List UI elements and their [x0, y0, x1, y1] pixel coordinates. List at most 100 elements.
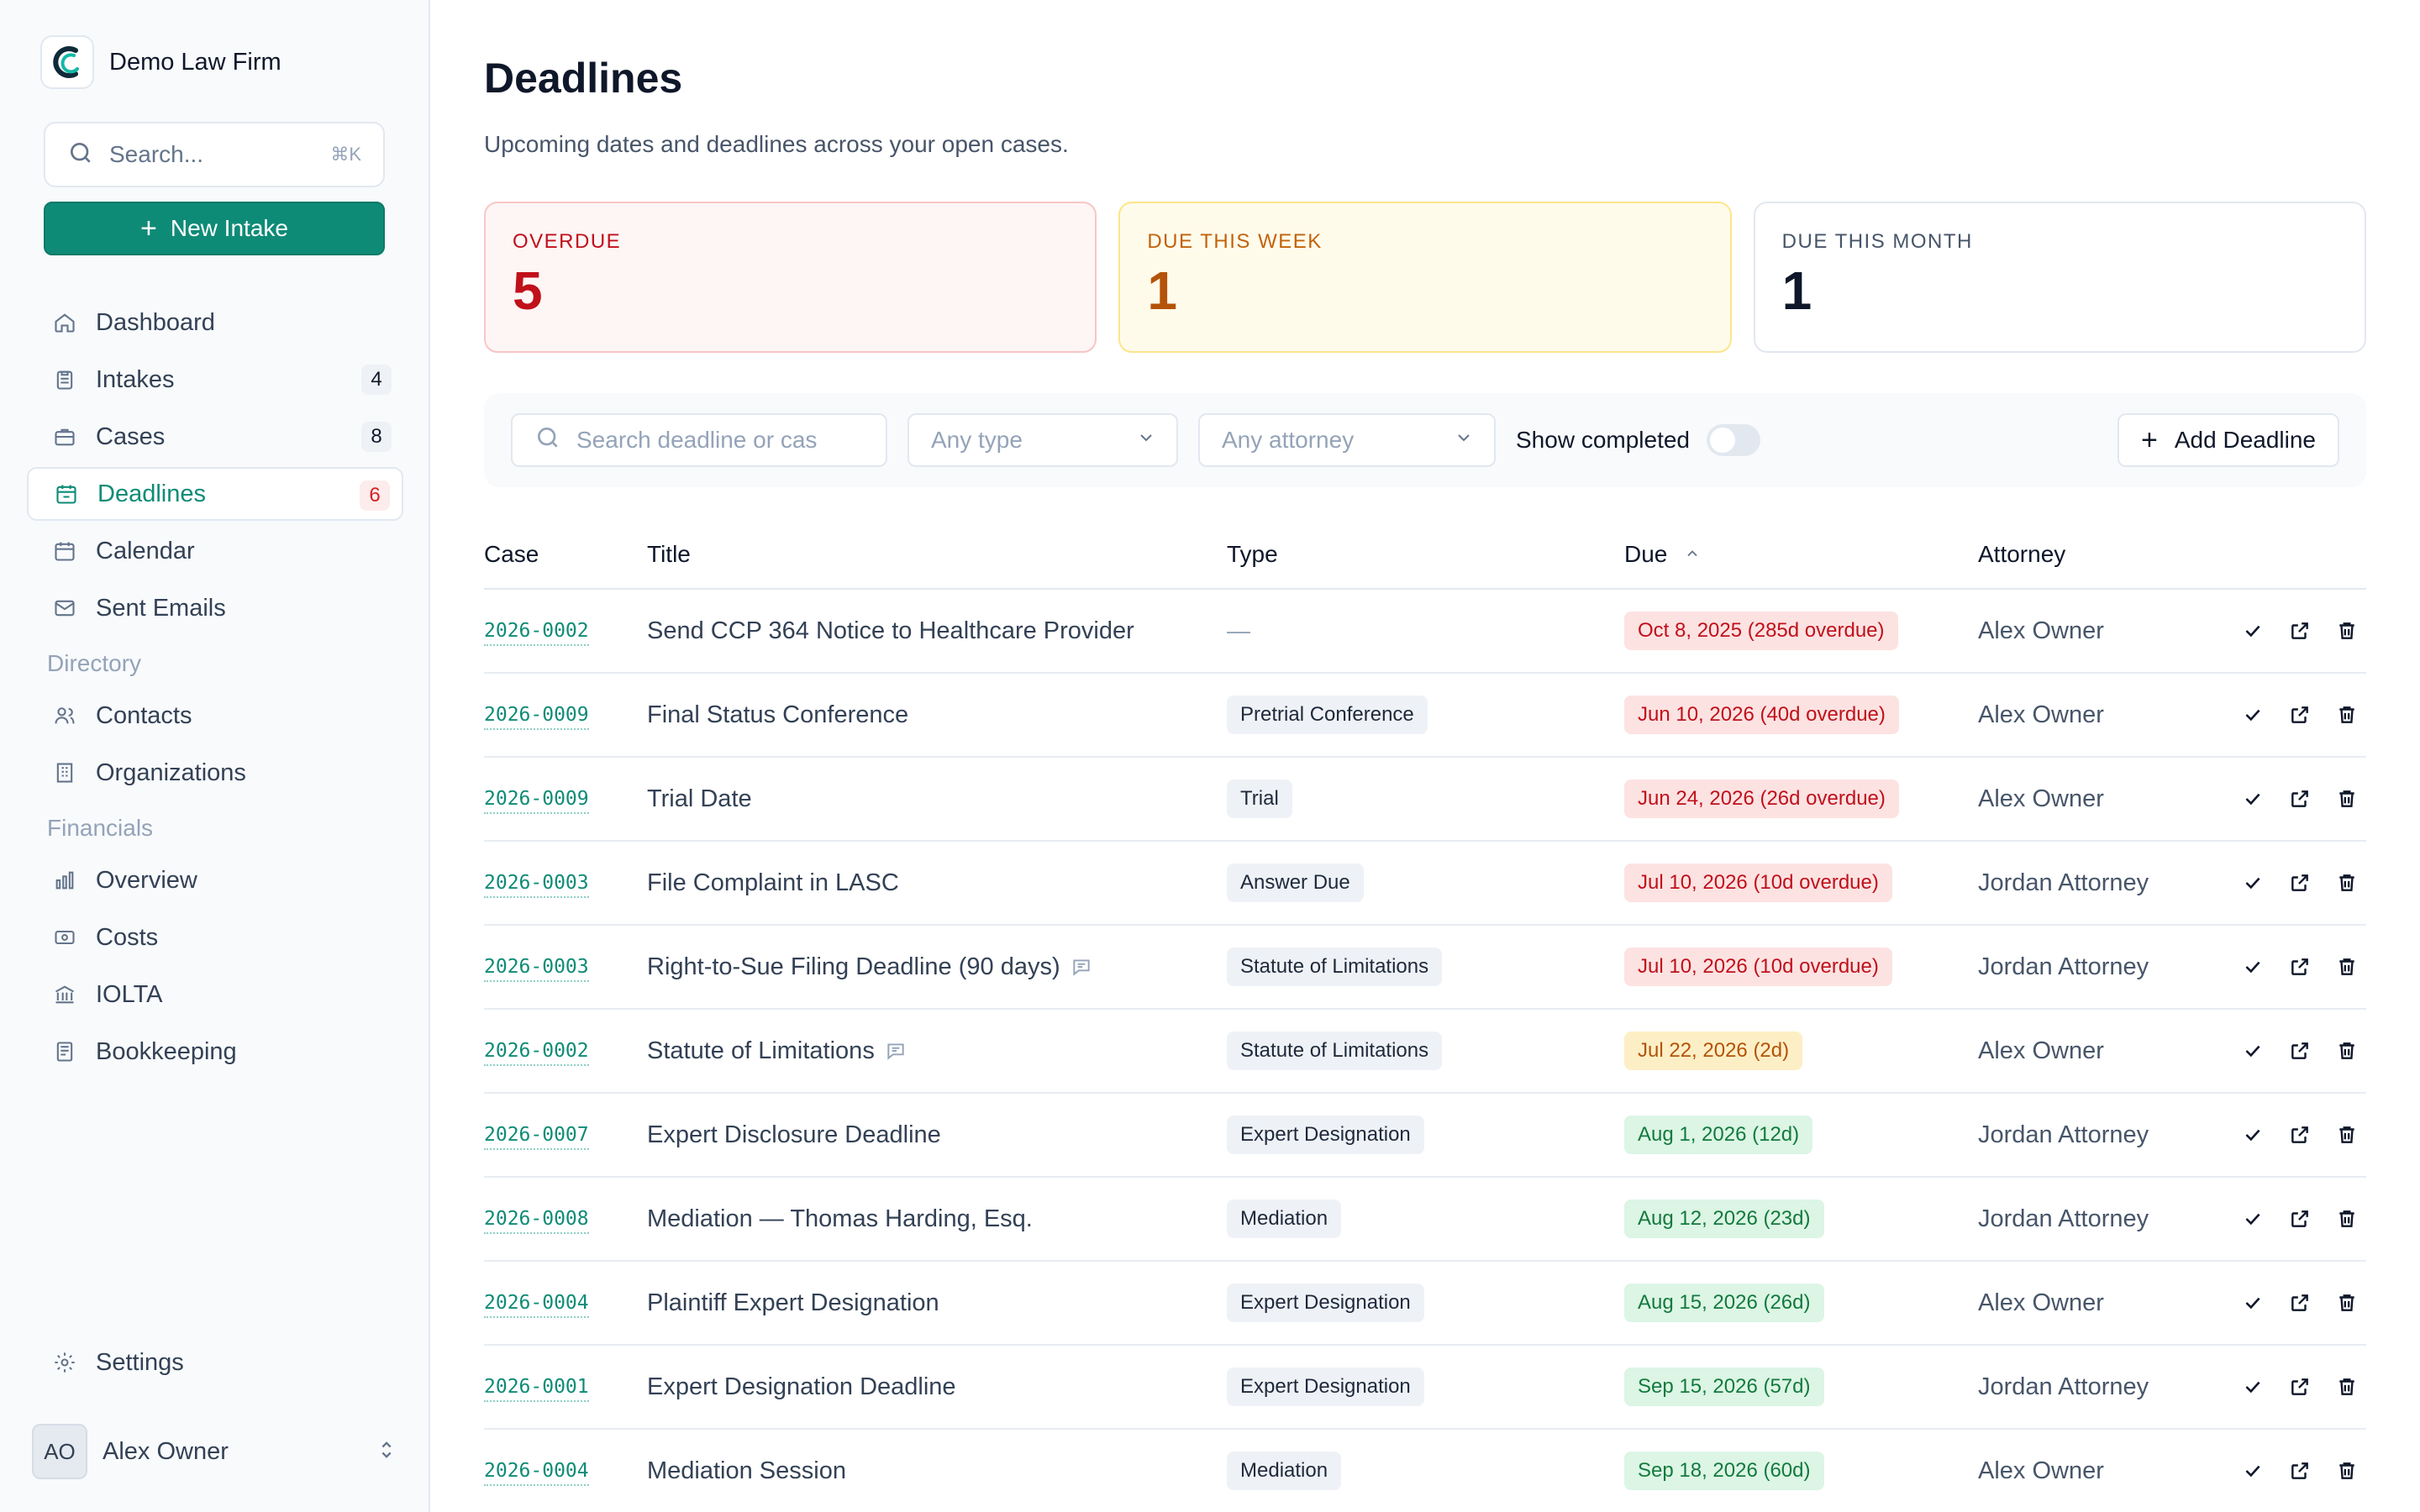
deadline-title[interactable]: Statute of Limitations [647, 1037, 907, 1065]
type-badge: Statute of Limitations [1227, 1032, 1443, 1070]
sidebar-item-contacts[interactable]: Contacts [27, 689, 403, 743]
column-header-title[interactable]: Title [647, 541, 691, 567]
trash-icon[interactable] [2334, 870, 2360, 895]
deadline-search-input[interactable]: Search deadline or cas [511, 413, 887, 467]
case-number-link[interactable]: 2026-0008 [484, 1208, 589, 1234]
open-external-icon[interactable] [2287, 1206, 2312, 1231]
table-row[interactable]: 2026-0003 File Complaint in LASC Answer … [484, 842, 2366, 926]
sidebar-item-settings[interactable]: Settings [27, 1336, 403, 1389]
table-row[interactable]: 2026-0004 Mediation Session Mediation Se… [484, 1430, 2366, 1512]
trash-icon[interactable] [2334, 618, 2360, 643]
sidebar-item-sent-emails[interactable]: Sent Emails [27, 581, 403, 635]
column-header-case[interactable]: Case [484, 541, 539, 567]
sidebar-item-overview[interactable]: Overview [27, 853, 403, 907]
column-header-type[interactable]: Type [1227, 541, 1278, 567]
open-external-icon[interactable] [2287, 1038, 2312, 1063]
table-row[interactable]: 2026-0009 Final Status Conference Pretri… [484, 674, 2366, 758]
sidebar-item-cases[interactable]: Cases 8 [27, 410, 403, 464]
mark-complete-icon[interactable] [2240, 870, 2265, 895]
deadline-title[interactable]: Mediation — Thomas Harding, Esq. [647, 1205, 1033, 1233]
column-header-attorney[interactable]: Attorney [1978, 541, 2066, 567]
table-row[interactable]: 2026-0008 Mediation — Thomas Harding, Es… [484, 1178, 2366, 1262]
new-intake-button[interactable]: + New Intake [44, 202, 385, 255]
deadline-title[interactable]: Final Status Conference [647, 701, 908, 729]
mark-complete-icon[interactable] [2240, 618, 2265, 643]
sidebar-item-bookkeeping[interactable]: Bookkeeping [27, 1025, 403, 1079]
open-external-icon[interactable] [2287, 954, 2312, 979]
mark-complete-icon[interactable] [2240, 1374, 2265, 1399]
case-number-link[interactable]: 2026-0002 [484, 620, 589, 646]
trash-icon[interactable] [2334, 1038, 2360, 1063]
trash-icon[interactable] [2334, 1122, 2360, 1147]
open-external-icon[interactable] [2287, 786, 2312, 811]
case-number-link[interactable]: 2026-0004 [484, 1292, 589, 1318]
deadline-title[interactable]: Plaintiff Expert Designation [647, 1289, 939, 1317]
deadline-title-text: Plaintiff Expert Designation [647, 1289, 939, 1316]
table-row[interactable]: 2026-0001 Expert Designation Deadline Ex… [484, 1346, 2366, 1430]
type-filter-select[interactable]: Any type [908, 413, 1178, 467]
deadline-title[interactable]: Right-to-Sue Filing Deadline (90 days) [647, 953, 1092, 981]
add-deadline-button[interactable]: + Add Deadline [2118, 413, 2339, 467]
sidebar-item-costs[interactable]: Costs [27, 911, 403, 964]
open-external-icon[interactable] [2287, 1458, 2312, 1483]
case-number-link[interactable]: 2026-0009 [484, 788, 589, 814]
open-external-icon[interactable] [2287, 618, 2312, 643]
mark-complete-icon[interactable] [2240, 1206, 2265, 1231]
sidebar-search-input[interactable]: Search... ⌘K [44, 122, 385, 187]
case-number-link[interactable]: 2026-0003 [484, 872, 589, 898]
case-number-link[interactable]: 2026-0007 [484, 1124, 589, 1150]
deadline-title[interactable]: Expert Designation Deadline [647, 1373, 956, 1401]
overdue-card[interactable]: OVERDUE 5 [484, 202, 1097, 353]
table-row[interactable]: 2026-0002 Send CCP 364 Notice to Healthc… [484, 590, 2366, 674]
sidebar-item-intakes[interactable]: Intakes 4 [27, 353, 403, 407]
column-header-due[interactable]: Due [1624, 541, 1978, 568]
open-external-icon[interactable] [2287, 1374, 2312, 1399]
table-row[interactable]: 2026-0004 Plaintiff Expert Designation E… [484, 1262, 2366, 1346]
table-row[interactable]: 2026-0002 Statute of Limitations Statute… [484, 1010, 2366, 1094]
trash-icon[interactable] [2334, 1206, 2360, 1231]
show-completed-toggle[interactable] [1707, 424, 1761, 456]
deadline-title[interactable]: Trial Date [647, 785, 752, 813]
due-this-week-card[interactable]: DUE THIS WEEK 1 [1118, 202, 1732, 353]
attorney-filter-select[interactable]: Any attorney [1198, 413, 1496, 467]
mark-complete-icon[interactable] [2240, 786, 2265, 811]
open-external-icon[interactable] [2287, 702, 2312, 727]
calendar-check-icon [54, 481, 79, 507]
mark-complete-icon[interactable] [2240, 1122, 2265, 1147]
deadline-title[interactable]: Send CCP 364 Notice to Healthcare Provid… [647, 617, 1134, 645]
brand[interactable]: Demo Law Firm [40, 35, 281, 89]
deadline-title[interactable]: Mediation Session [647, 1457, 846, 1485]
table-row[interactable]: 2026-0003 Right-to-Sue Filing Deadline (… [484, 926, 2366, 1010]
table-row[interactable]: 2026-0009 Trial Date Trial Jun 24, 2026 … [484, 758, 2366, 842]
case-number-link[interactable]: 2026-0002 [484, 1040, 589, 1066]
open-external-icon[interactable] [2287, 870, 2312, 895]
trash-icon[interactable] [2334, 786, 2360, 811]
deadline-title[interactable]: File Complaint in LASC [647, 869, 899, 897]
sidebar-item-dashboard[interactable]: Dashboard [27, 296, 403, 349]
sidebar-item-calendar[interactable]: Calendar [27, 524, 403, 578]
sidebar-item-organizations[interactable]: Organizations [27, 746, 403, 800]
mark-complete-icon[interactable] [2240, 954, 2265, 979]
mark-complete-icon[interactable] [2240, 702, 2265, 727]
case-number-link[interactable]: 2026-0004 [484, 1460, 589, 1486]
trash-icon[interactable] [2334, 1458, 2360, 1483]
open-external-icon[interactable] [2287, 1122, 2312, 1147]
open-external-icon[interactable] [2287, 1290, 2312, 1315]
mark-complete-icon[interactable] [2240, 1038, 2265, 1063]
mark-complete-icon[interactable] [2240, 1458, 2265, 1483]
due-this-month-card[interactable]: DUE THIS MONTH 1 [1753, 202, 2366, 353]
deadline-title[interactable]: Expert Disclosure Deadline [647, 1121, 941, 1149]
table-row[interactable]: 2026-0007 Expert Disclosure Deadline Exp… [484, 1094, 2366, 1178]
case-number-link[interactable]: 2026-0003 [484, 956, 589, 982]
trash-icon[interactable] [2334, 954, 2360, 979]
deadline-title-text: Expert Disclosure Deadline [647, 1121, 941, 1148]
sidebar-item-iolta[interactable]: IOLTA [27, 968, 403, 1021]
sidebar-item-deadlines[interactable]: Deadlines 6 [27, 467, 403, 521]
user-menu[interactable]: AO Alex Owner [32, 1424, 398, 1479]
case-number-link[interactable]: 2026-0001 [484, 1376, 589, 1402]
trash-icon[interactable] [2334, 1374, 2360, 1399]
trash-icon[interactable] [2334, 1290, 2360, 1315]
case-number-link[interactable]: 2026-0009 [484, 704, 589, 730]
mark-complete-icon[interactable] [2240, 1290, 2265, 1315]
trash-icon[interactable] [2334, 702, 2360, 727]
